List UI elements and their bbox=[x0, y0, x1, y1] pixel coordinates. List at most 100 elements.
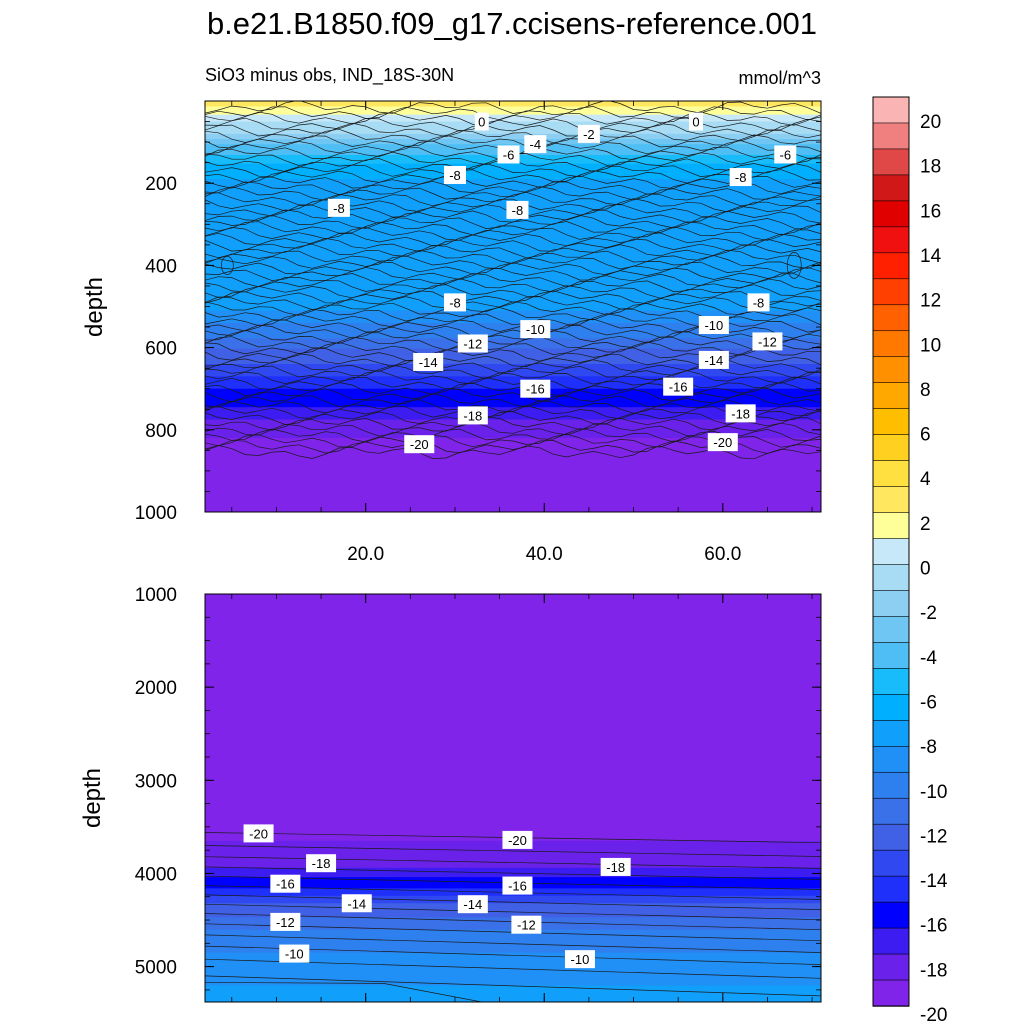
contour-line bbox=[205, 106, 821, 121]
colorbar-label: -20 bbox=[920, 1005, 947, 1024]
contour-line bbox=[205, 376, 821, 391]
colorbar-label: -12 bbox=[920, 826, 947, 847]
contour-closed bbox=[220, 256, 234, 275]
y-tick-label: 400 bbox=[145, 256, 177, 277]
contour-line bbox=[204, 845, 822, 857]
contour-band bbox=[205, 358, 821, 365]
contour-band bbox=[205, 944, 821, 954]
contour-label: -16 bbox=[508, 879, 527, 894]
colorbar-label: -4 bbox=[920, 648, 937, 669]
colorbar-swatch bbox=[872, 382, 910, 410]
colorbar-swatch bbox=[872, 616, 910, 644]
contour-band bbox=[205, 903, 821, 909]
y-tick-label: 5000 bbox=[135, 958, 177, 979]
contour-line bbox=[205, 191, 821, 207]
contour-band bbox=[205, 106, 821, 111]
lower-panel: -20 -20-18 -18-16 -16-14 -14-12 -12-10 -101000… bbox=[135, 585, 822, 1003]
colorbar-label: -18 bbox=[920, 960, 947, 981]
contour-label-box bbox=[577, 124, 600, 143]
y-ticks: 200 400 600 800 1000 bbox=[135, 100, 821, 524]
contour-label-box bbox=[663, 377, 694, 396]
contour-label-box bbox=[520, 379, 551, 398]
colorbar-swatch bbox=[872, 538, 910, 566]
x-ticks bbox=[231, 594, 813, 1002]
colorbar-swatch bbox=[872, 953, 910, 981]
colorbar: 20181614121086420-2-4-6-8-10-12-14-16-18… bbox=[872, 96, 948, 1024]
contour-band bbox=[205, 873, 821, 878]
contour-label-box bbox=[502, 830, 533, 849]
contour-band bbox=[205, 937, 821, 946]
colorbar-swatch bbox=[872, 927, 910, 955]
contour-label: -6 bbox=[780, 147, 792, 162]
contour-band bbox=[205, 407, 821, 415]
colorbar-label: 2 bbox=[920, 514, 931, 535]
colorbar-swatch bbox=[872, 356, 910, 384]
contour-band bbox=[205, 475, 821, 512]
contour-line bbox=[205, 278, 821, 293]
x-ticks bbox=[231, 101, 813, 512]
contour-band bbox=[205, 867, 821, 875]
contour-band bbox=[205, 912, 821, 919]
contour-labels: -20 -20 -18 -18 -16 -16 -14 -14 -12 -12 -10 -10 bbox=[243, 824, 631, 969]
contour-fill bbox=[205, 594, 821, 1002]
contour-label: -18 bbox=[463, 408, 482, 423]
contour-line bbox=[205, 221, 821, 236]
contour-labels: 0 0 -2 -4 -6 -6 -8 -8 -8 -8 -8 -8 -10 -10 -12 -12 -14 -14… bbox=[327, 112, 797, 454]
contour-band bbox=[205, 316, 821, 324]
contour-label-box bbox=[474, 112, 489, 131]
y-tick-label: 200 bbox=[145, 174, 177, 195]
contour-label: -20 bbox=[249, 826, 268, 841]
colorbar-swatch bbox=[872, 642, 910, 670]
colorbar-swatch bbox=[872, 408, 910, 436]
contour-label-box bbox=[270, 912, 301, 931]
colorbar-swatch bbox=[872, 590, 910, 618]
contour-band bbox=[205, 899, 821, 905]
colorbar-swatch bbox=[872, 460, 910, 488]
contour-label: -12 bbox=[463, 336, 482, 351]
colorbar-swatch bbox=[872, 564, 910, 592]
contour-line bbox=[205, 198, 821, 213]
contour-band bbox=[205, 114, 821, 119]
y-tick-label: 3000 bbox=[135, 771, 177, 792]
contour-label-box bbox=[600, 857, 631, 876]
contour-label-box bbox=[457, 895, 488, 914]
y-tick-label: 1000 bbox=[135, 585, 177, 606]
upper-panel: 0 0 -2 -4 -6 -6 -8 -8 -8 -8 -8 -8 -10 -10 -12 -12 -14 -14… bbox=[135, 100, 822, 524]
contour-band bbox=[205, 101, 821, 105]
contour-band bbox=[205, 173, 821, 180]
contour-label-box bbox=[270, 874, 301, 893]
colorbar-swatch bbox=[872, 304, 910, 332]
contour-label-box bbox=[243, 824, 274, 843]
contour-label-box bbox=[725, 404, 756, 423]
contour-label: 0 bbox=[692, 115, 699, 130]
contour-label-box bbox=[698, 350, 729, 369]
contour-line bbox=[205, 261, 821, 276]
contour-band bbox=[205, 895, 821, 901]
contour-band bbox=[205, 141, 821, 145]
contour-band bbox=[205, 419, 821, 427]
contour-label: -2 bbox=[583, 127, 595, 142]
contour-label-box bbox=[457, 406, 488, 425]
contour-line bbox=[205, 388, 821, 403]
contour-label-box bbox=[524, 135, 547, 154]
contour-label: -18 bbox=[606, 860, 625, 875]
ylabel-upper: depth bbox=[81, 277, 108, 337]
contour-band bbox=[205, 388, 821, 396]
contour-band bbox=[205, 109, 821, 113]
contour-line bbox=[204, 903, 822, 921]
contour-label: -16 bbox=[669, 380, 688, 395]
contour-line bbox=[205, 111, 821, 126]
contour-label-box bbox=[747, 293, 770, 312]
colorbar-frame bbox=[872, 96, 910, 1007]
contour-closed bbox=[786, 252, 802, 279]
contour-line bbox=[205, 405, 821, 420]
ylabel-lower: depth bbox=[79, 768, 106, 828]
contour-label: -14 bbox=[419, 355, 438, 370]
chart-title: b.e21.B1850.f09_g17.ccisens-reference.00… bbox=[207, 6, 817, 41]
colorbar-swatch bbox=[872, 330, 910, 358]
contour-label: -20 bbox=[508, 833, 527, 848]
contour-label: -18 bbox=[312, 856, 331, 871]
contour-label: -12 bbox=[758, 334, 777, 349]
colorbar-swatch bbox=[872, 875, 910, 903]
contour-label: -8 bbox=[333, 201, 345, 216]
